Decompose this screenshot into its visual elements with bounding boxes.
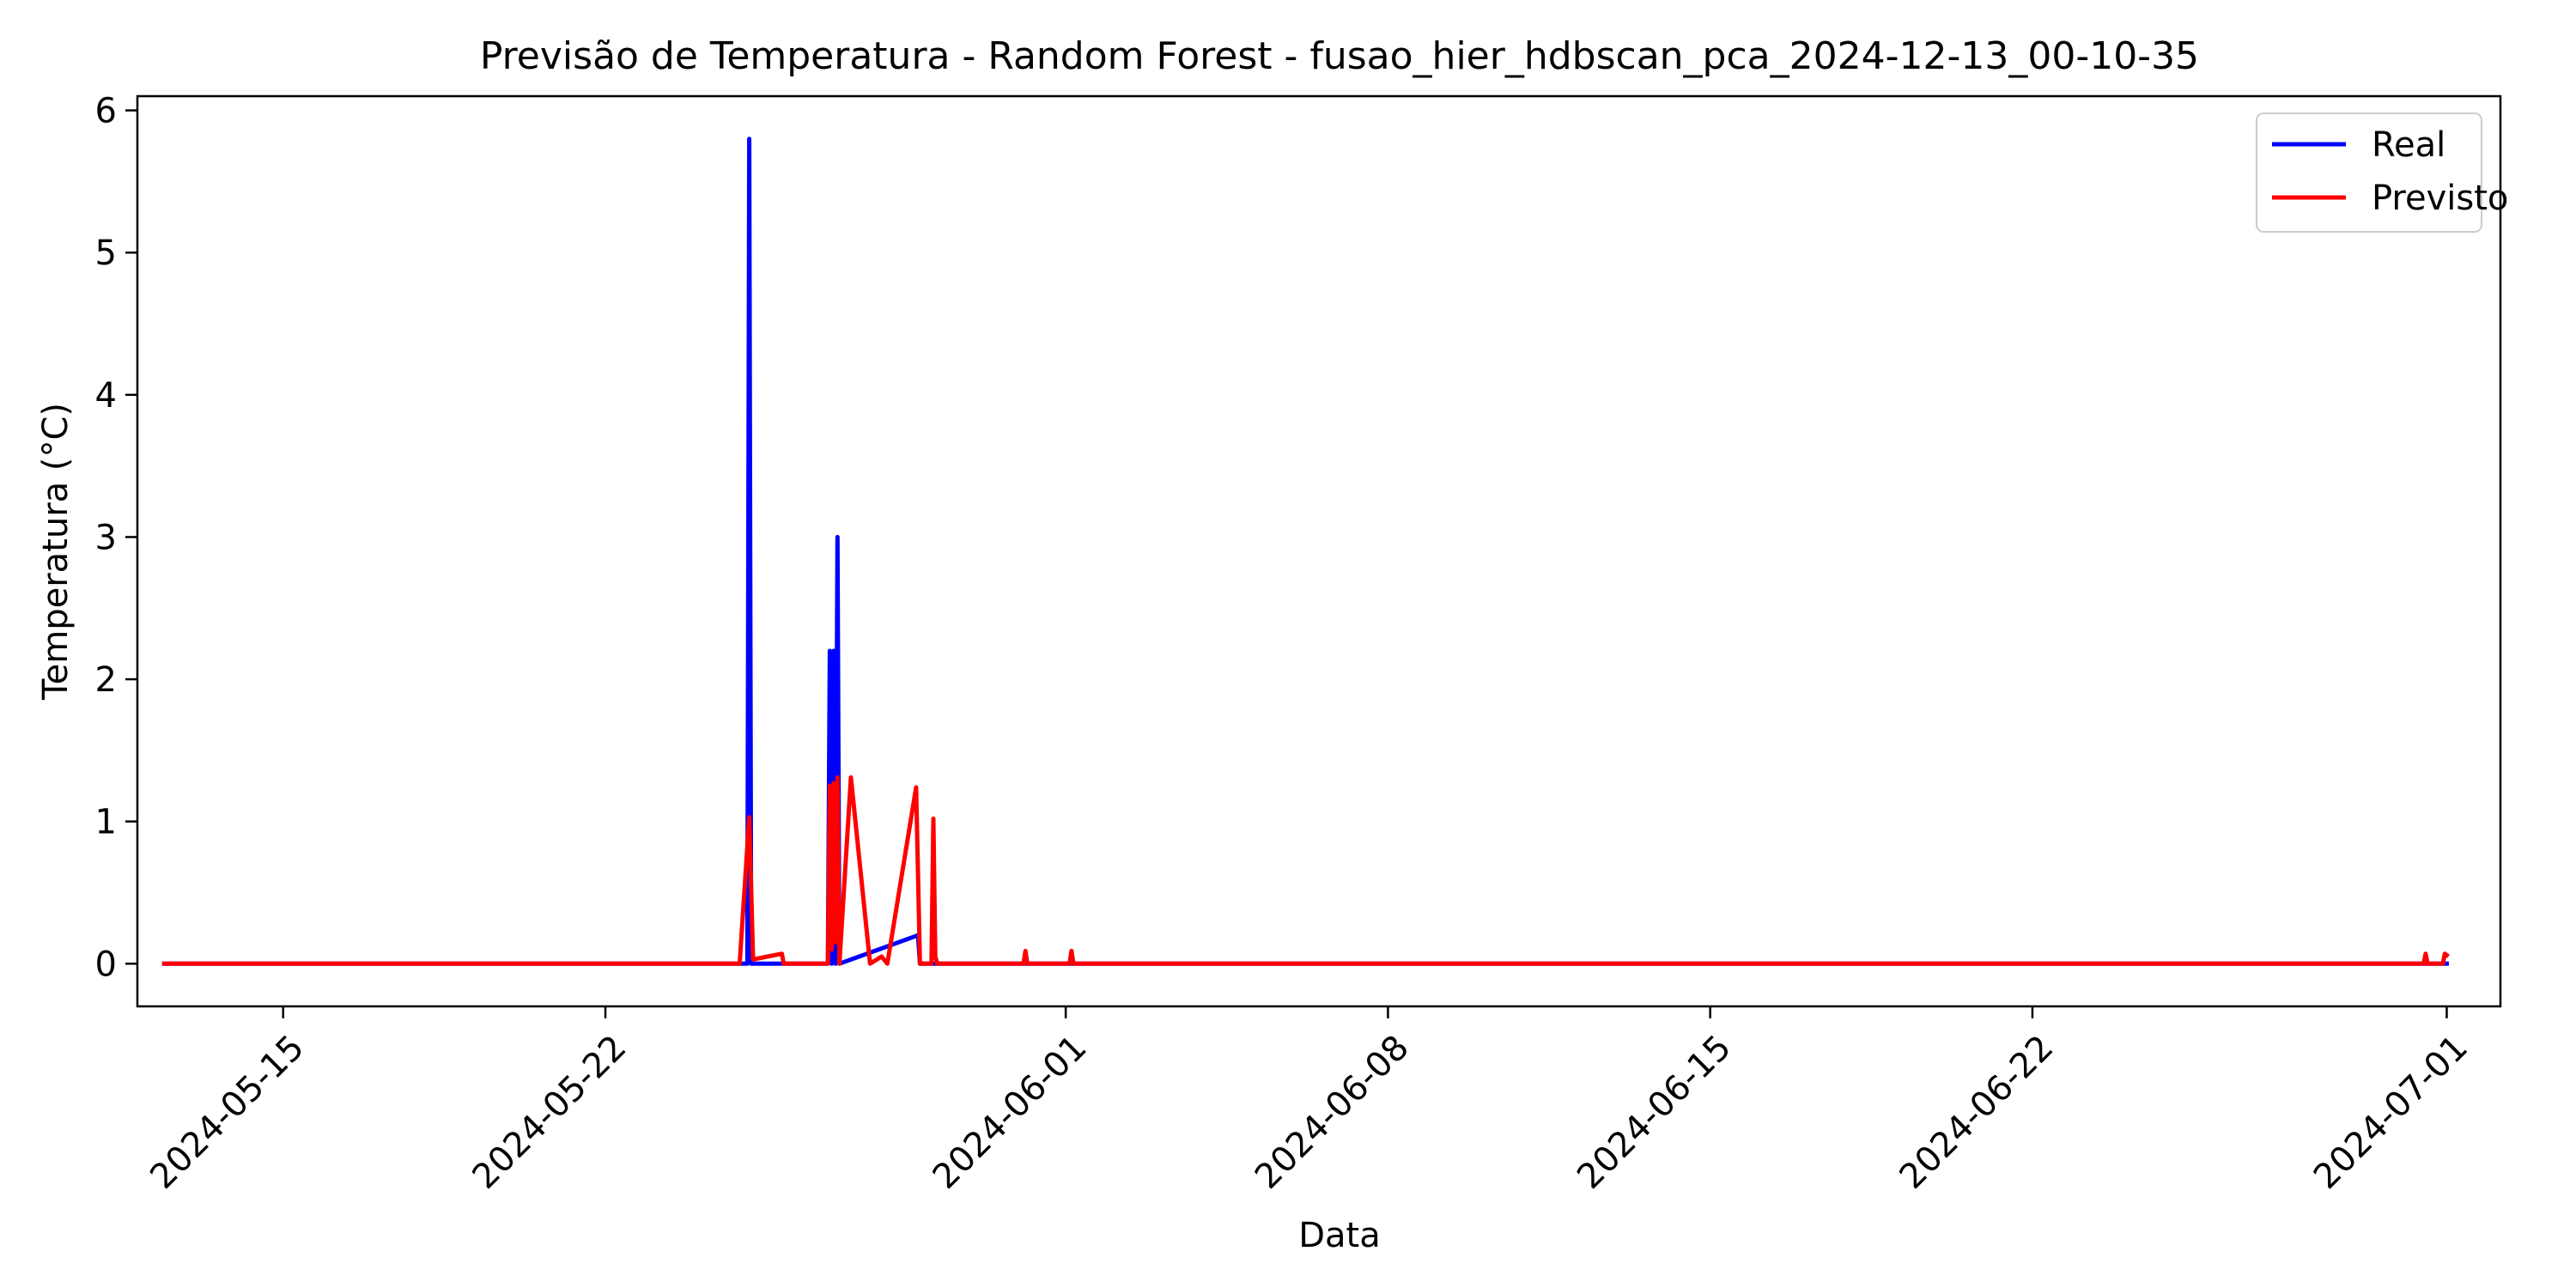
y-axis-label: Temperatura (°C)	[36, 403, 76, 701]
series-line-previsto	[161, 775, 2450, 966]
y-tick-label: 5	[95, 234, 117, 273]
x-axis-label: Data	[1298, 1216, 1381, 1255]
y-tick-label: 0	[95, 945, 117, 984]
chart-title: Previsão de Temperatura - Random Forest …	[480, 34, 2199, 78]
plot-frame	[136, 94, 2502, 1008]
legend-label-previsto: Previsto	[2372, 179, 2508, 218]
y-tick-label: 6	[95, 92, 117, 131]
y-tick-label: 2	[95, 660, 117, 700]
y-axis-ticks: 0 1 2 3 4 5 6	[95, 92, 137, 984]
y-tick-label: 3	[95, 518, 117, 557]
legend: Real Previsto	[2256, 112, 2508, 233]
series-layer	[161, 137, 2450, 966]
y-tick-label: 4	[95, 376, 117, 416]
y-tick-label: 1	[95, 803, 117, 842]
legend-label-real: Real	[2372, 125, 2445, 165]
